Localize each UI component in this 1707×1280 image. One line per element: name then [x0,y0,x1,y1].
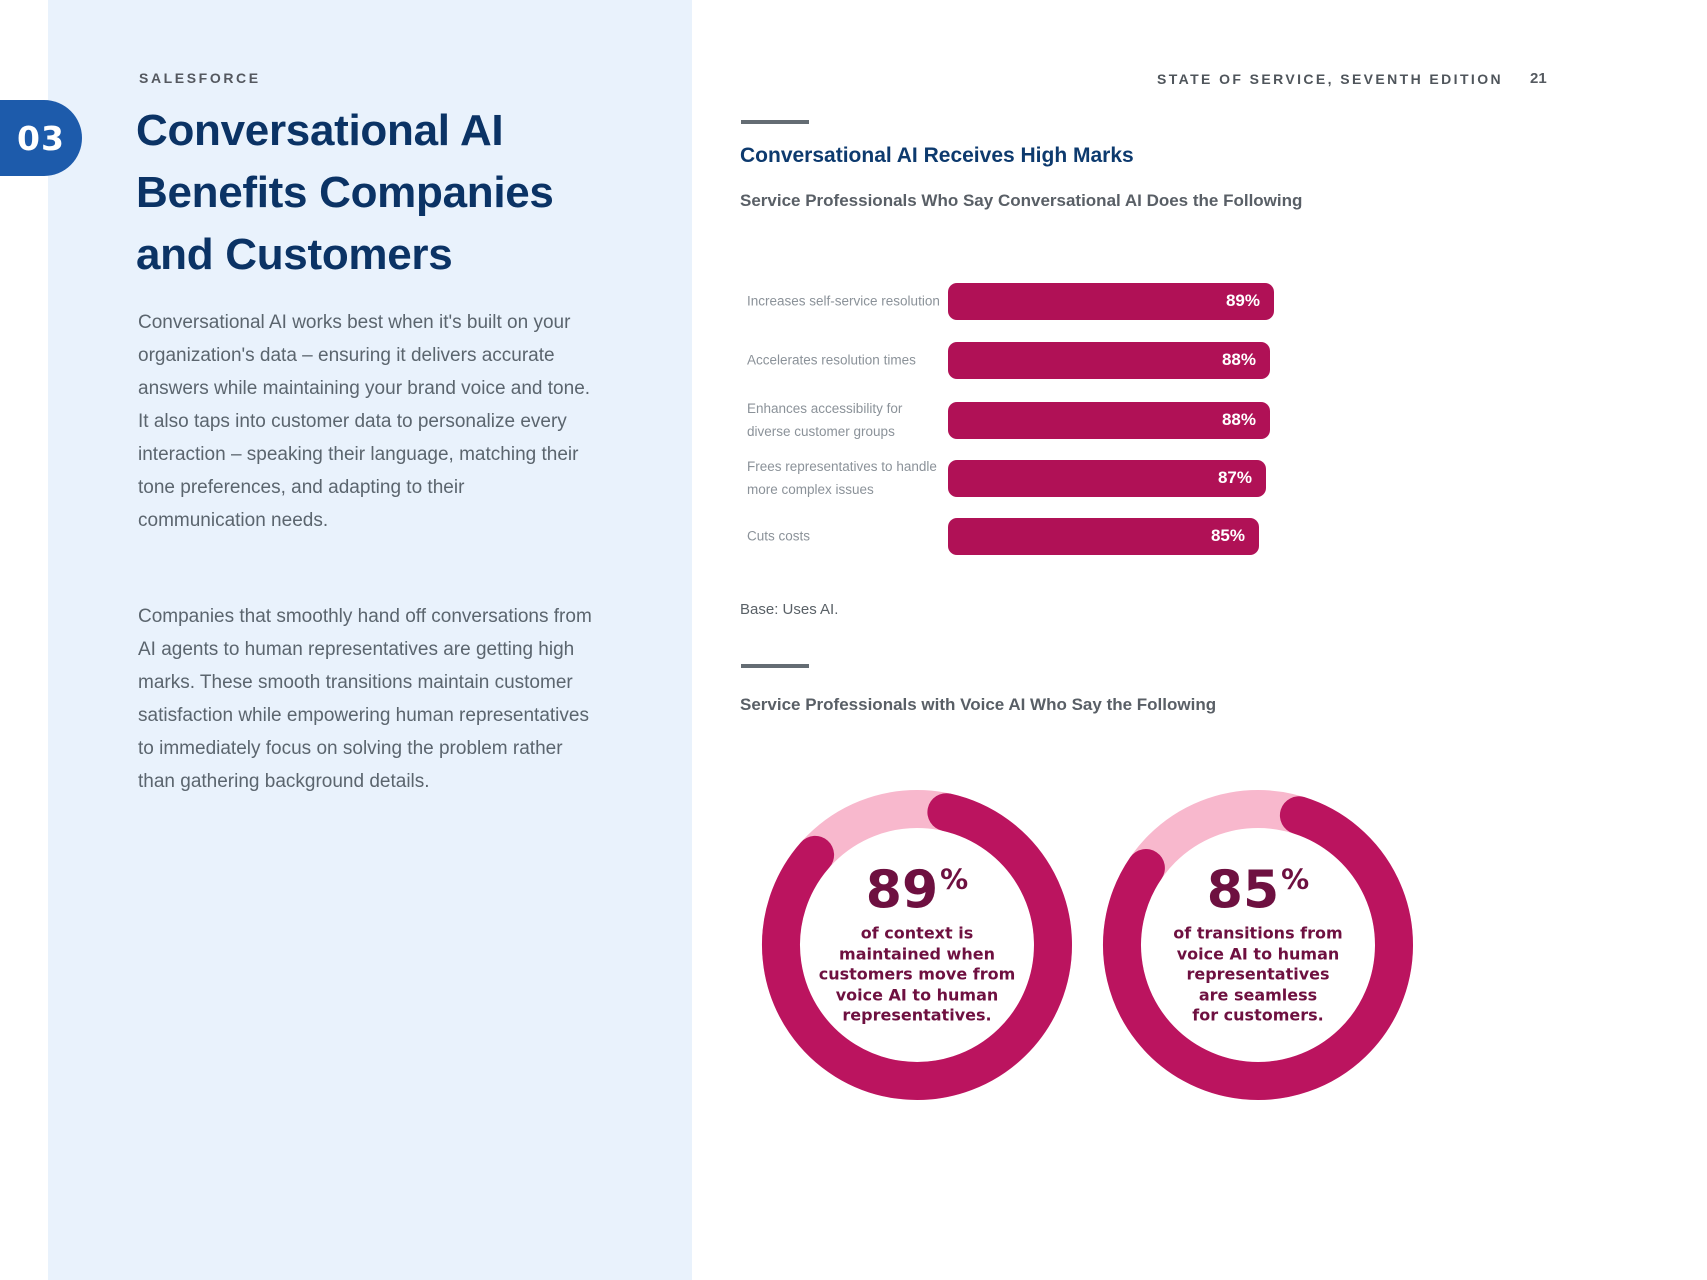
donut-value-arc [1103,796,1413,1100]
bar: 88% [948,401,1270,439]
bar: 87% [948,459,1266,497]
donut-section-title: Service Professionals with Voice AI Who … [740,695,1217,714]
body-paragraph-1: Conversational AI works best when it's b… [138,312,591,531]
donut-caption: of context is maintained when customers … [818,923,1016,1025]
bar-category-label: Increases self-service resolution [747,293,940,309]
donut-percent-number: 89 [865,860,939,921]
bar-value-label: 88% [1221,410,1256,429]
page-number: 21 [1530,70,1547,87]
bar: 88% [948,341,1270,379]
donut-percent-value: 89% [799,864,1035,916]
donut-chart: 89% of context is maintained when custome… [747,775,1087,1115]
bar-value-label: 85% [1210,526,1245,545]
donut-percent-sign: % [1281,862,1310,896]
bar-value-label: 89% [1225,291,1260,310]
bar-chart-title: Conversational AI Receives High Marks [740,144,1134,167]
donut-center-text: 85% of transitions from voice AI to human… [1140,864,1376,1026]
donut-percent-number: 85 [1206,860,1280,921]
bar-value-label: 87% [1217,468,1252,487]
chapter-badge: 03 [0,100,82,176]
bar-value-label: 88% [1221,350,1256,369]
bar-category-label: Frees representatives to handle more com… [747,459,937,497]
donut-value-arc [762,793,1072,1100]
section-rule-1 [741,120,809,124]
donut-ring [1103,790,1413,1100]
chapter-number: 03 [17,118,65,158]
bar-chart-subtitle: Service Professionals Who Say Conversati… [740,191,1303,210]
donut-caption: of transitions from voice AI to human re… [1173,923,1343,1025]
donut-center-text: 89% of context is maintained when custome… [799,864,1035,1026]
donut-chart: 85% of transitions from voice AI to human… [1088,775,1428,1115]
bar-category-label: Accelerates resolution times [747,352,916,368]
left-panel-background [48,0,692,1280]
page-title: Conversational AI Benefits Companies and… [136,106,554,279]
donut-percent-value: 85% [1140,864,1376,916]
donut-ring [762,790,1072,1100]
brand-label: SALESFORCE [139,70,261,86]
report-edition-label: STATE OF SERVICE, SEVENTH EDITION [1156,71,1503,87]
body-paragraph-2: Companies that smoothly hand off convers… [138,606,592,792]
donut-percent-sign: % [940,862,969,896]
bar-category-label: Enhances accessibility for diverse custo… [747,401,903,439]
bar: 89% [948,282,1274,320]
base-note: Base: Uses AI. [740,601,839,618]
section-rule-2 [741,664,809,668]
bar-category-label: Cuts costs [747,528,811,544]
bar: 85% [948,517,1259,555]
